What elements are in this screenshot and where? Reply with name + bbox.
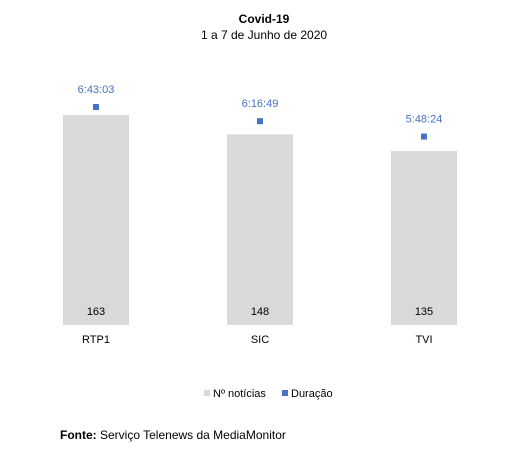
legend-label-duracao: Duração	[291, 388, 333, 400]
duration-value-label: 6:43:03	[78, 84, 115, 96]
bar-value-label: 135	[415, 306, 433, 318]
duration-value-label: 6:16:49	[242, 98, 279, 110]
bar-rtp1	[63, 115, 129, 325]
legend-swatch-noticias	[204, 390, 210, 396]
duration-value-label: 5:48:24	[406, 114, 443, 126]
chart-subtitle: 1 a 7 de Junho de 2020	[201, 28, 327, 42]
plot-area: 163 6:43:03 RTP1 148 6:16:49 SIC 135 5:48:24 TVI	[63, 84, 457, 346]
legend-label-noticias: Nº notícias	[213, 388, 266, 400]
duration-marker	[421, 133, 427, 140]
bar-tvi	[391, 151, 457, 325]
source-text: Serviço Telenews da MediaMonitor	[100, 428, 286, 442]
bar-value-label: 148	[251, 306, 269, 318]
duration-marker	[93, 104, 99, 110]
category-label: TVI	[415, 334, 432, 346]
category-label: RTP1	[82, 334, 110, 346]
bar-value-label: 163	[87, 306, 105, 318]
legend: Nº notícias Duração	[204, 388, 333, 400]
source-note: Fonte: Serviço Telenews da MediaMonitor	[60, 428, 286, 442]
legend-swatch-duracao	[282, 390, 288, 396]
chart-title: Covid-19	[239, 12, 290, 26]
duration-marker	[257, 118, 263, 125]
category-label: SIC	[251, 334, 269, 346]
bar-sic	[227, 134, 293, 325]
source-label: Fonte:	[60, 428, 97, 442]
